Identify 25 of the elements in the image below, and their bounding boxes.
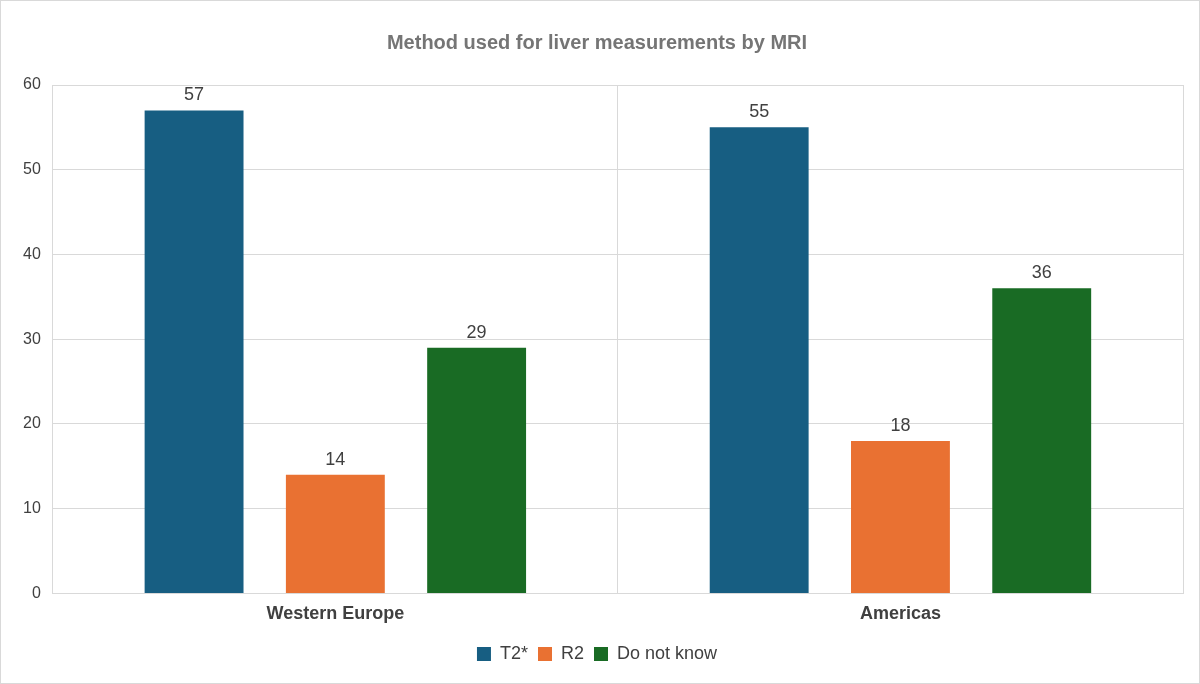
bar: [851, 440, 950, 593]
x-tick-label: Americas: [859, 603, 941, 624]
legend-label: R2: [560, 642, 584, 663]
data-label: 29: [466, 321, 487, 342]
legend-label: Do not know: [616, 642, 719, 663]
y-tick-label: 0: [31, 583, 41, 601]
bar: [709, 127, 809, 593]
data-label: 36: [1031, 262, 1052, 283]
data-label: 18: [890, 414, 911, 435]
bar: [285, 474, 385, 593]
y-tick-label: 30: [23, 329, 41, 347]
y-tick-label: 20: [23, 414, 41, 432]
y-tick-label: 40: [23, 244, 41, 262]
chart-title: Method used for liver measurements by MRI: [386, 30, 808, 53]
x-tick-label: Western Europe: [266, 603, 405, 624]
y-tick-label: 10: [23, 499, 41, 517]
bar: [144, 110, 244, 593]
legend-label: T2*: [499, 642, 528, 663]
bar: [992, 288, 1092, 593]
y-tick-label: 50: [23, 160, 41, 178]
bar: [427, 347, 527, 593]
y-tick-label: 60: [23, 75, 41, 93]
data-label: 57: [184, 84, 205, 105]
data-label: 55: [749, 101, 770, 122]
data-label: 14: [325, 448, 346, 469]
